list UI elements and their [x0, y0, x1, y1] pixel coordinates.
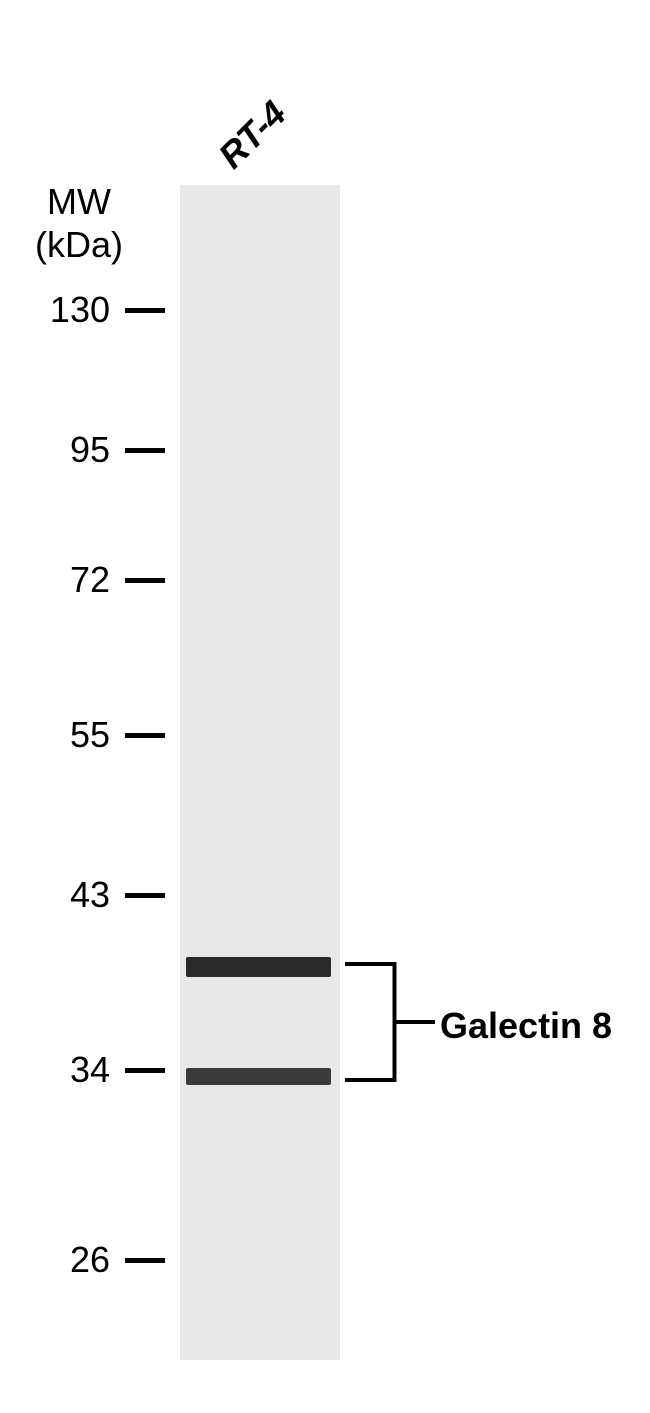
- mw-marker-label: 34: [30, 1049, 110, 1091]
- mw-marker: 130: [30, 290, 165, 330]
- mw-header: MW (kDa): [35, 180, 123, 266]
- mw-marker: 26: [30, 1240, 165, 1280]
- mw-marker-tick: [125, 733, 165, 738]
- gel-lane: [180, 185, 340, 1360]
- protein-band: [186, 1068, 331, 1085]
- mw-marker: 34: [30, 1050, 165, 1090]
- mw-marker-label: 130: [30, 289, 110, 331]
- mw-marker-tick: [125, 893, 165, 898]
- western-blot-figure: RT-4 MW (kDa) 130 95 72 55 43 34 26 Galectin 8: [0, 0, 650, 1413]
- mw-marker-tick: [125, 448, 165, 453]
- mw-marker-label: 95: [30, 429, 110, 471]
- mw-header-line1: MW: [35, 180, 123, 223]
- mw-marker-tick: [125, 578, 165, 583]
- mw-marker-label: 26: [30, 1239, 110, 1281]
- mw-marker: 95: [30, 430, 165, 470]
- protein-band: [186, 957, 331, 977]
- mw-marker: 43: [30, 875, 165, 915]
- mw-marker-tick: [125, 1068, 165, 1073]
- mw-marker-label: 72: [30, 559, 110, 601]
- mw-marker-tick: [125, 308, 165, 313]
- mw-marker-tick: [125, 1258, 165, 1263]
- mw-marker: 72: [30, 560, 165, 600]
- mw-marker-label: 43: [30, 874, 110, 916]
- mw-marker-label: 55: [30, 714, 110, 756]
- bracket-path: [345, 964, 435, 1080]
- lane-label: RT-4: [210, 93, 294, 177]
- mw-marker: 55: [30, 715, 165, 755]
- band-annotation-label: Galectin 8: [440, 1005, 612, 1047]
- mw-header-line2: (kDa): [35, 223, 123, 266]
- band-bracket: [345, 962, 445, 1092]
